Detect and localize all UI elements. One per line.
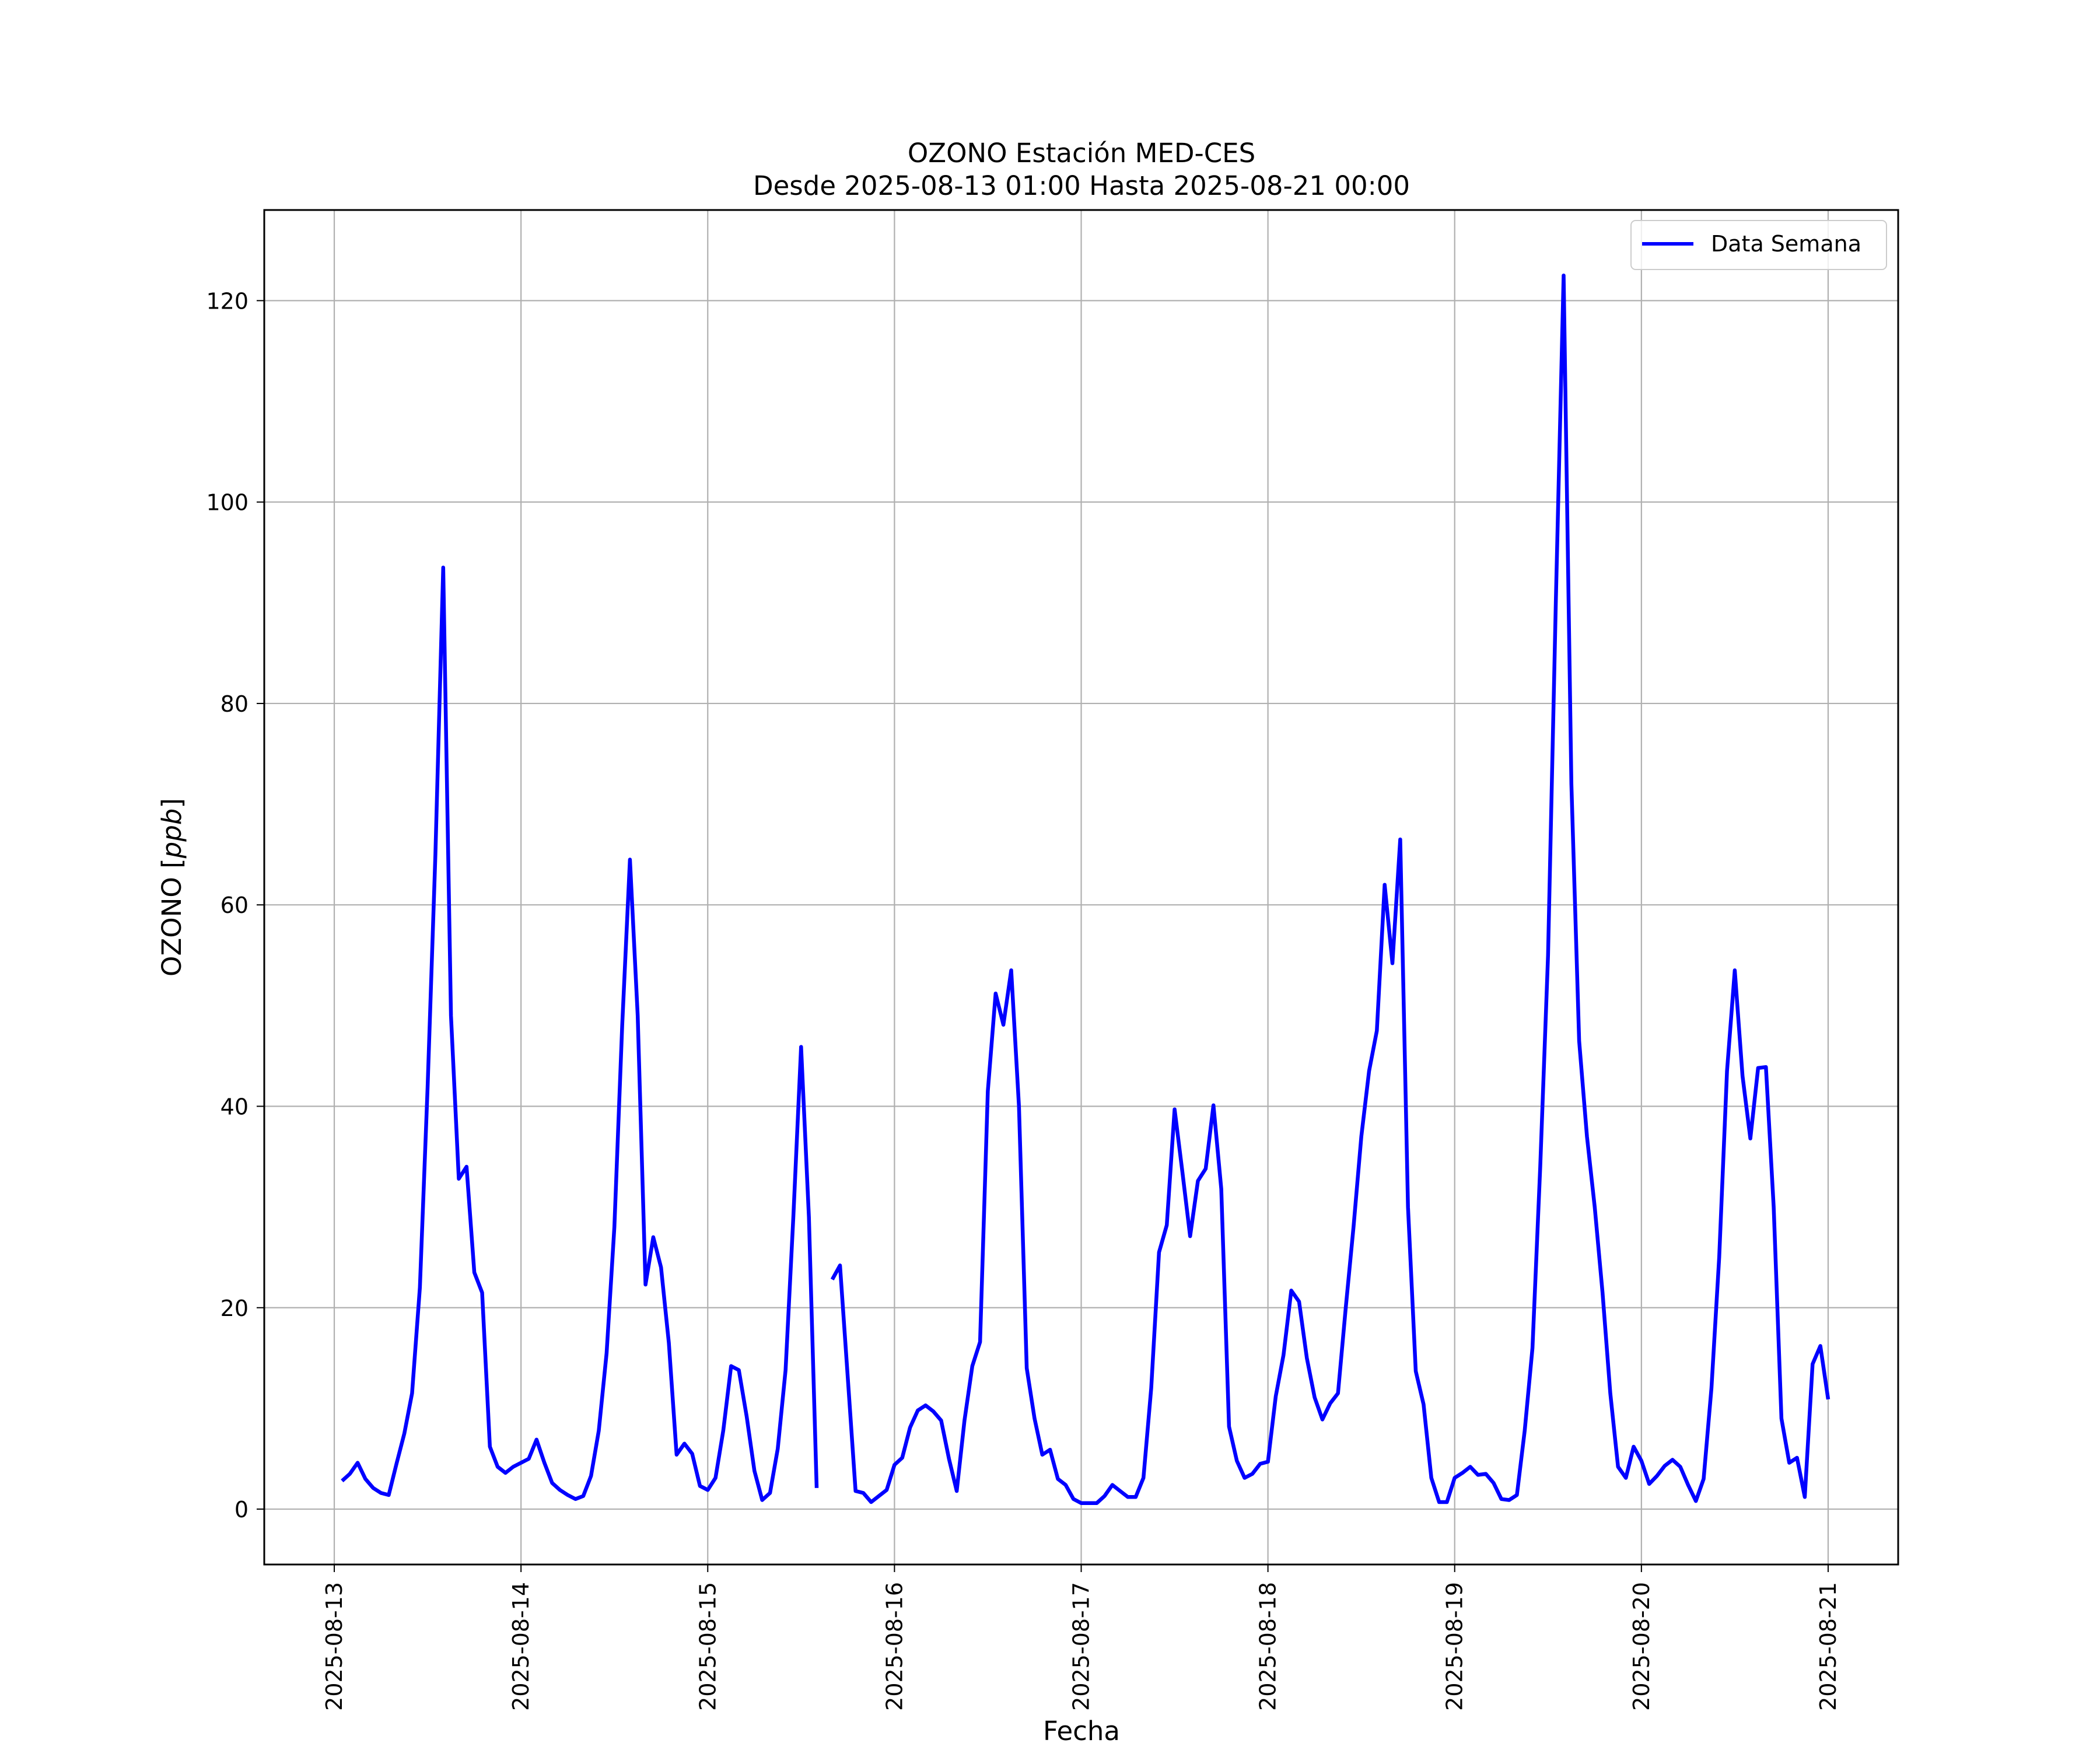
grid-lines: [264, 210, 1898, 1564]
x-tick-label: 2025-08-16: [881, 1582, 907, 1711]
x-tick-label: 2025-08-15: [695, 1582, 720, 1711]
axis-ticks: 2025-08-13 2025-08-14 2025-08-15 2025-08-16…: [206, 288, 1840, 1710]
x-tick-label: 2025-08-20: [1629, 1582, 1654, 1711]
x-tick-label: 2025-08-18: [1255, 1582, 1281, 1711]
y-tick-label: 80: [220, 691, 249, 717]
chart-title: OZONO Estación MED-CES: [908, 138, 1255, 169]
y-axis-label-unit: ppb: [156, 808, 187, 859]
chart-subtitle: Desde 2025-08-13 01:00 Hasta 2025-08-21 …: [753, 170, 1410, 201]
y-axis-label: OZONO [ppb]: [156, 798, 187, 977]
y-axis-label-close: ]: [156, 798, 187, 808]
y-tick-label: 40: [220, 1094, 249, 1119]
legend-label-data-semana: Data Semana: [1711, 231, 1861, 257]
x-tick-label: 2025-08-14: [508, 1582, 534, 1711]
x-tick-label: 2025-08-21: [1815, 1582, 1841, 1711]
x-tick-label: 2025-08-17: [1069, 1582, 1094, 1711]
series-line-data-semana: [341, 273, 1831, 1505]
y-tick-label: 0: [235, 1497, 249, 1522]
y-tick-label: 20: [220, 1296, 249, 1321]
y-axis-label-text: OZONO [: [156, 858, 187, 977]
y-tick-label: 60: [220, 892, 249, 918]
y-tick-label: 100: [206, 490, 249, 516]
series-layer: [341, 273, 1831, 1505]
x-tick-label: 2025-08-19: [1442, 1582, 1468, 1711]
x-axis-label: Fecha: [1043, 1716, 1120, 1746]
legend: Data Semana: [1630, 220, 1887, 270]
x-tick-label: 2025-08-13: [321, 1582, 347, 1711]
y-tick-label: 120: [206, 288, 249, 314]
legend-box: [1630, 220, 1887, 270]
